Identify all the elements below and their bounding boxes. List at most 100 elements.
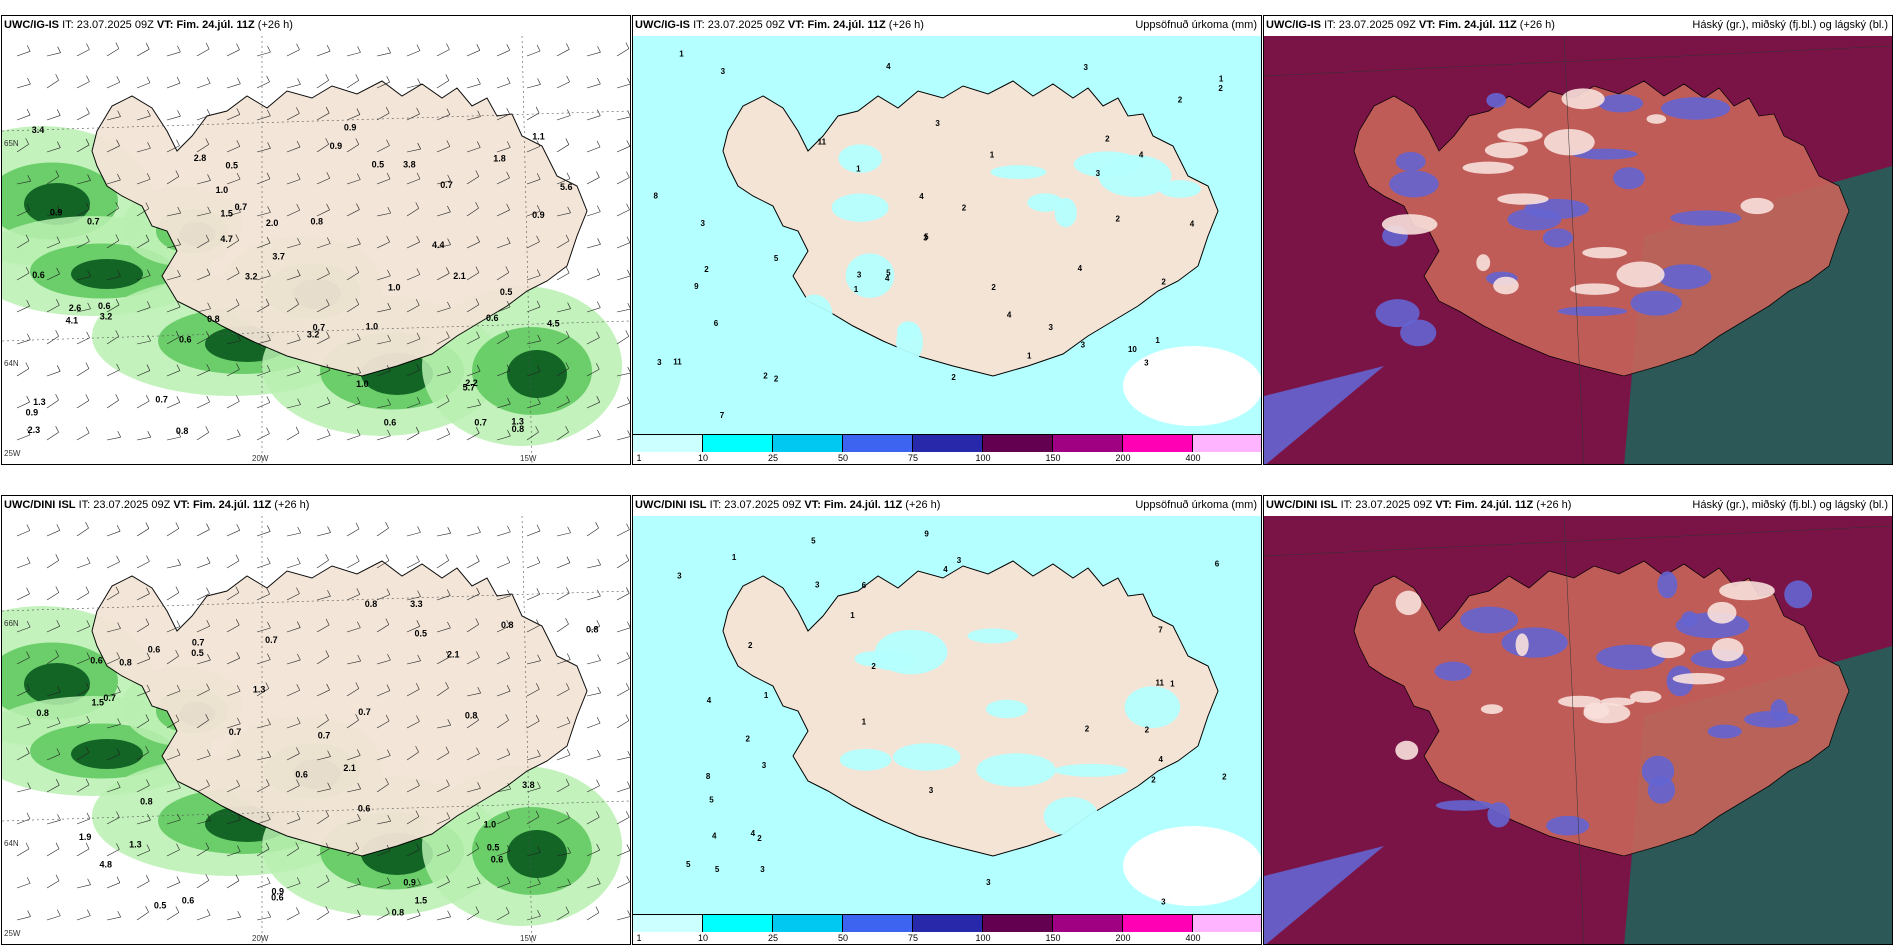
precip-value: 4 — [1007, 310, 1012, 319]
precip-value: 2 — [1151, 776, 1156, 785]
panel-top-left: 0.7 0.5 0.7 0.8 0.6 0.9 3.4 4.7 3.7 5.6 3.8 2.1 3.2 2… — [1, 15, 631, 465]
precip-value: 4 — [885, 274, 890, 283]
precip-value: 0.6 — [179, 335, 192, 345]
precip-value: 3 — [1144, 358, 1149, 367]
colorbar-swatch — [703, 914, 773, 932]
precip-value: 3 — [762, 761, 767, 770]
precip-value: 11 — [1156, 678, 1165, 687]
precip-value: 6 — [714, 319, 719, 328]
precip-value: 4 — [1078, 264, 1083, 273]
colorbar-tick: 50 — [837, 933, 849, 943]
precip-value: 8 — [706, 772, 711, 781]
precip-value: 0.8 — [36, 708, 49, 718]
init-time: 23.07.2025 09Z — [76, 19, 154, 31]
precip-value: 1.5 — [220, 208, 233, 218]
precip-value: 0.8 — [465, 710, 478, 720]
precip-value: 1 — [854, 285, 859, 294]
panel-header: UWC/DINI ISL IT: 23.07.2025 09Z VT: Fim.… — [1266, 499, 1571, 511]
precip-value: 2.8 — [194, 153, 207, 163]
precip-value: 0.6 — [295, 769, 308, 779]
precip-value: 2 — [757, 834, 762, 843]
precip-value: 2 — [1222, 772, 1227, 781]
precip-value: 1 — [732, 553, 737, 562]
precip-value: 2 — [748, 641, 753, 650]
valid-time: Fim. 24.júl. 11Z — [1438, 19, 1517, 31]
precip-value: 2 — [1161, 277, 1166, 286]
panel-header: UWC/IG-IS IT: 23.07.2025 09Z VT: Fim. 24… — [4, 19, 293, 31]
it-label: IT: — [709, 499, 722, 511]
precip-value: 3.2 — [245, 271, 258, 281]
panel-title: Háský (gr.), miðský (fj.bl.) og lágský (… — [1692, 499, 1888, 511]
precip-value: 0.5 — [226, 161, 239, 171]
precip-value: 0.7 — [87, 216, 100, 226]
precip-value: 0.6 — [32, 270, 45, 280]
colorbar-tick: 400 — [1185, 453, 1201, 463]
lead-time: (+26 h) — [905, 499, 941, 511]
colorbar-tick: 200 — [1115, 453, 1131, 463]
precip-value: 2 — [951, 373, 956, 382]
cloud-map — [1264, 36, 1892, 464]
precip-value: 0.8 — [501, 620, 514, 630]
wind-map: 0.7 0.5 0.7 0.8 0.6 0.9 3.4 4.7 3.7 5.6 3.8 2.1 3.2 2… — [2, 36, 630, 464]
it-label: IT: — [78, 499, 91, 511]
precip-value: 4 — [1190, 219, 1195, 228]
precip-value: 2 — [1105, 134, 1110, 143]
panel-bottom-left: 0.6 0.6 0.5 2.1 4.8 3.3 0.8 1.5 0.9 2.1 0.8 0.7 0.6 1… — [1, 495, 631, 945]
colorbar-tick: 400 — [1185, 933, 1201, 943]
precip-value: 5 — [709, 796, 714, 805]
precip-value: 0.9 — [271, 886, 284, 896]
it-label: IT: — [693, 19, 705, 31]
model-name: UWC/DINI ISL — [635, 499, 707, 511]
precip-value: 0.5 — [500, 287, 513, 297]
colorbar-tick: 25 — [767, 933, 779, 943]
precip-value: 4 — [1139, 150, 1144, 159]
grid-label: 64N — [4, 359, 19, 368]
lead-time: (+26 h) — [888, 19, 924, 31]
colorbar-swatch — [633, 434, 703, 452]
colorbar-tick: 1 — [636, 453, 642, 463]
precip-value: 0.7 — [358, 707, 371, 717]
precip-value: 3 — [1161, 897, 1166, 906]
precip-value: 11 — [673, 358, 682, 367]
precip-value: 3 — [857, 271, 862, 280]
colorbar-swatch — [983, 914, 1053, 932]
precip-value: 2.6 — [69, 303, 82, 313]
precip-value: 0.6 — [491, 855, 504, 865]
precip-value: 6 — [862, 581, 867, 590]
grid-label: 15W — [520, 934, 537, 943]
iceland-outline — [722, 560, 1219, 857]
vt-label: VT: — [1418, 19, 1436, 31]
lead-time: (+26 h) — [257, 19, 293, 31]
precip-value: 0.7 — [474, 417, 487, 427]
precip-value: 2.2 — [465, 378, 478, 388]
colorbar-tick: 150 — [1045, 453, 1061, 463]
precip-value: 3 — [1081, 341, 1086, 350]
precip-value: 0.8 — [512, 424, 525, 434]
precip-value: 1 — [862, 717, 867, 726]
precip-value: 3.2 — [307, 330, 320, 340]
colorbar-swatch — [1053, 434, 1123, 452]
valid-time: Fim. 24.júl. 11Z — [192, 499, 272, 511]
precip-value: 1 — [1027, 351, 1032, 360]
colorbar-tick: 75 — [907, 453, 919, 463]
colorbar-tick: 75 — [907, 933, 919, 943]
panel-bottom-middle: 2 5 6 3 2 1 4 8 11 9 3 5 4 2 1 3 2 5 7 6 4 3 2 1 4 3 2 1 3 2 4 3 2 1 5 3 1 10… — [632, 495, 1262, 945]
precip-value: 0.8 — [119, 658, 132, 668]
precip-value: 0.5 — [487, 842, 500, 852]
precip-value: 3 — [986, 878, 991, 887]
precip-value: 6 — [1215, 560, 1220, 569]
precip-value: 3 — [935, 119, 940, 128]
precip-value: 0.8 — [311, 216, 324, 226]
precip-value: 1.3 — [253, 685, 266, 695]
precip-value: 3 — [721, 67, 726, 76]
valid-time: Fim. 24.júl. 11Z — [1454, 499, 1534, 511]
colorbar-tick: 200 — [1115, 933, 1131, 943]
iceland-outline — [91, 80, 588, 377]
grid-label: 65N — [4, 139, 19, 148]
precip-value: 1.1 — [532, 131, 545, 141]
precip-value: 1 — [1170, 680, 1175, 689]
panel-title: Uppsöfnuð úrkoma (mm) — [1135, 19, 1257, 31]
precip-value: 4.4 — [432, 240, 445, 250]
precip-value: 0.8 — [207, 314, 220, 324]
